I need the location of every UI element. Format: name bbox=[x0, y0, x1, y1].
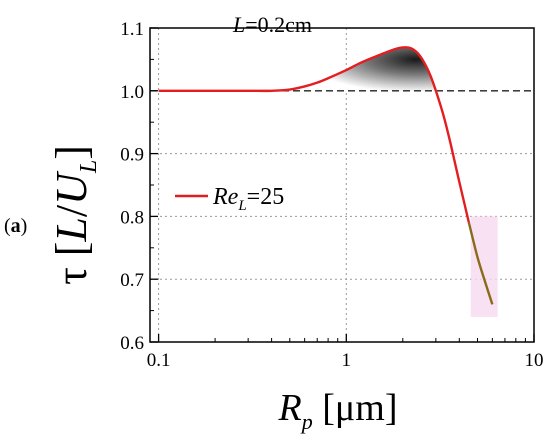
series-tail bbox=[467, 222, 494, 305]
panel-label: (a) bbox=[4, 215, 27, 237]
tail-highlight bbox=[470, 216, 498, 317]
x-tick-label: 10 bbox=[525, 350, 544, 371]
series-line-re25 bbox=[158, 46, 471, 223]
tick-labels: 0.1 1 10 0.6 0.7 0.8 0.9 1.0 1.1 bbox=[120, 19, 543, 371]
y-tick-label: 1.0 bbox=[120, 82, 144, 103]
x-tick-label: 1 bbox=[342, 350, 352, 371]
y-tick-label: 0.6 bbox=[120, 333, 144, 354]
y-tick-label: 0.9 bbox=[120, 145, 144, 166]
axis-ticks bbox=[150, 27, 535, 343]
legend: ReL=25 bbox=[175, 184, 284, 214]
y-tick-label: 1.1 bbox=[120, 19, 144, 40]
y-tick-label: 0.7 bbox=[120, 270, 144, 291]
y-tick-label: 0.8 bbox=[120, 207, 144, 228]
legend-label: ReL=25 bbox=[212, 184, 284, 214]
y-axis-label: τ [L/UL] bbox=[47, 145, 102, 285]
x-axis-label: Rp [μm] bbox=[278, 387, 398, 434]
x-tick-label: 0.1 bbox=[147, 350, 171, 371]
length-annotation: L=0.2cm bbox=[232, 12, 312, 37]
